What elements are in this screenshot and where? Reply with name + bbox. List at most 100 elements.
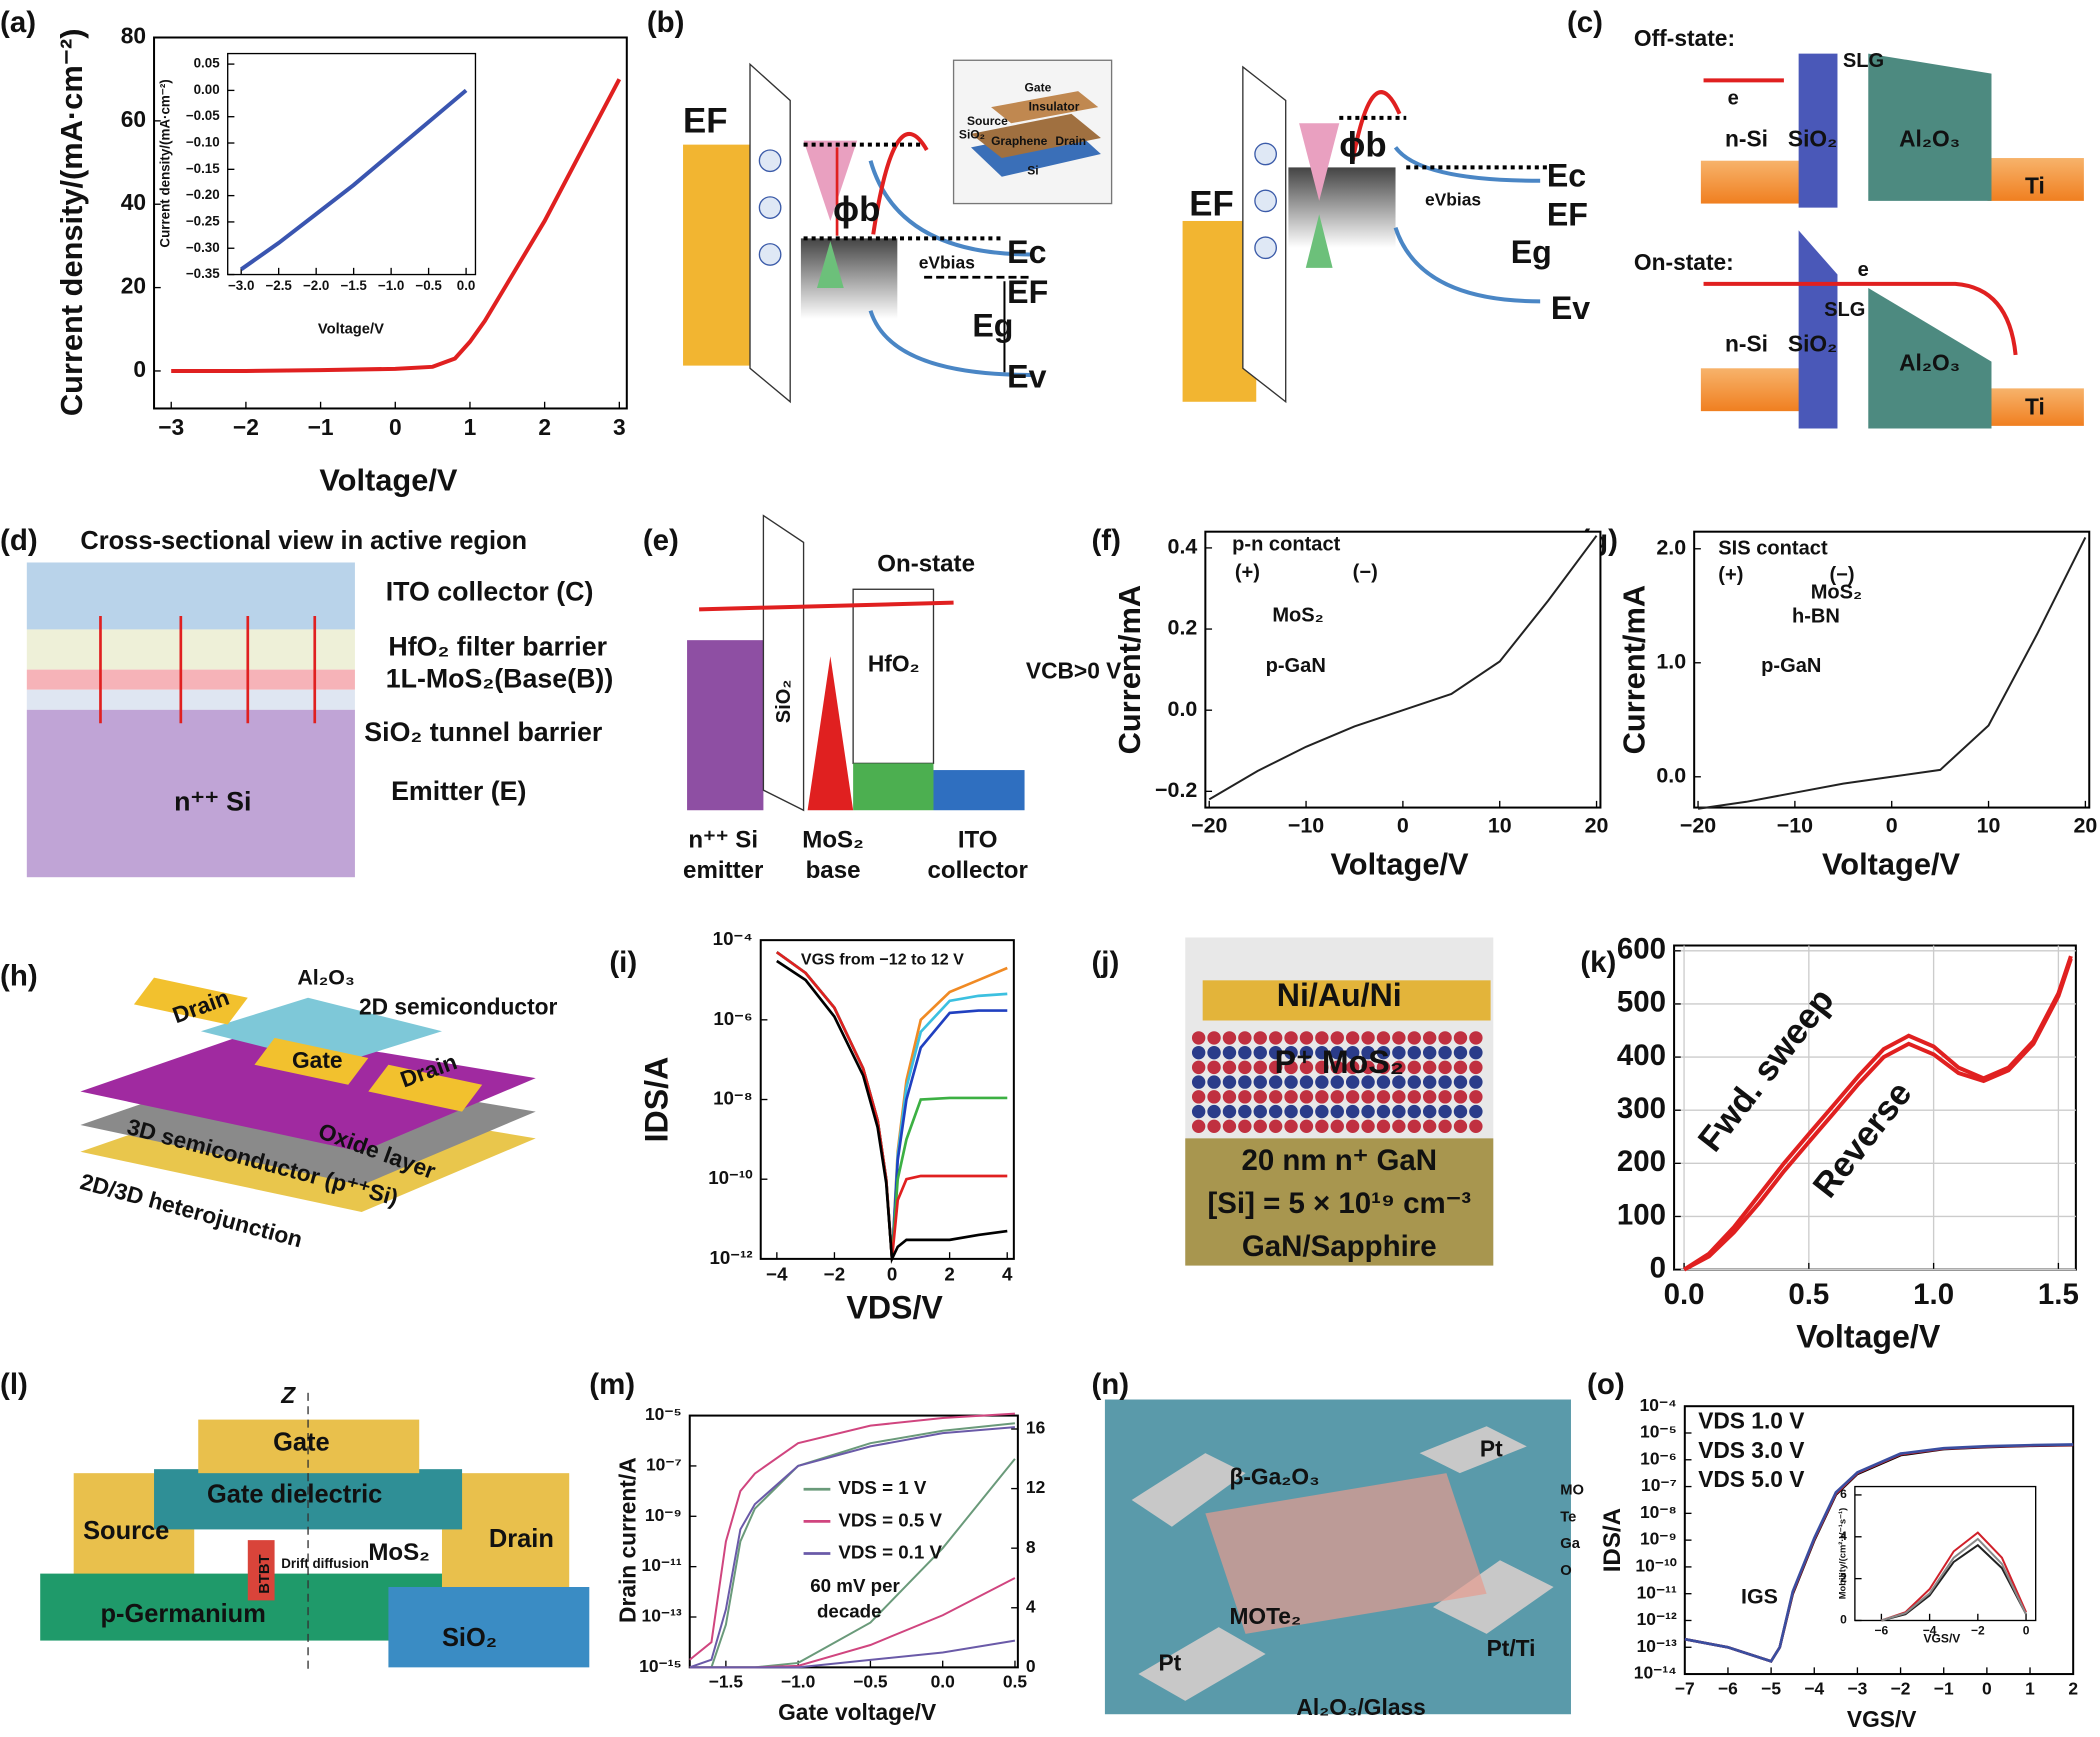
arrow xyxy=(247,1540,275,1601)
atom xyxy=(1361,1075,1375,1089)
atom xyxy=(1361,1031,1375,1045)
label: Ti xyxy=(2025,393,2045,419)
label: (d) xyxy=(0,524,38,557)
y-tick-label: 10⁻¹² xyxy=(709,1247,752,1268)
atom xyxy=(1268,1119,1283,1134)
x-tick-label: 0 xyxy=(1982,1678,1992,1698)
n-si xyxy=(1700,160,1802,204)
barrier xyxy=(762,514,805,812)
label: (l) xyxy=(0,1368,28,1401)
x-tick-label: 0.0 xyxy=(931,1672,955,1692)
x-tick-label: 3 xyxy=(613,414,626,440)
atom xyxy=(1191,1090,1206,1104)
x-tick-label: −2.0 xyxy=(303,278,329,293)
label: n-Si xyxy=(1725,126,1768,152)
x-tick-label: 4 xyxy=(1002,1264,1013,1285)
label: Ec xyxy=(1007,234,1046,270)
atom xyxy=(1315,1075,1329,1089)
atom xyxy=(1222,1060,1237,1075)
atom xyxy=(1191,1075,1206,1089)
x-tick-label: 1.0 xyxy=(1913,1278,1954,1311)
y-tick-label: 10⁻¹⁵ xyxy=(639,1656,682,1676)
x-tick-label: −1.5 xyxy=(340,278,367,293)
label: ϕb xyxy=(1339,126,1386,165)
atom xyxy=(1422,1104,1437,1119)
electron xyxy=(1254,142,1278,166)
x-tick-label: −5 xyxy=(1761,1678,1781,1698)
label: e xyxy=(1728,87,1739,109)
y-tick-label: 0 xyxy=(1650,1251,1666,1284)
barrier xyxy=(1242,65,1287,404)
label: HfO₂ filter barrier xyxy=(388,631,607,661)
dirac-cone xyxy=(1305,214,1333,268)
y-tick-label: 10⁻⁵ xyxy=(1640,1422,1677,1442)
atom xyxy=(1299,1090,1314,1104)
atom xyxy=(1376,1090,1391,1104)
y-tick-label: −0.2 xyxy=(1155,778,1197,802)
y-tick-label: 10⁻¹⁰ xyxy=(708,1167,753,1188)
x-tick-label: 1 xyxy=(2025,1678,2035,1698)
atom xyxy=(1345,1075,1360,1089)
atom xyxy=(1453,1060,1468,1075)
atom xyxy=(1315,1104,1329,1119)
atom xyxy=(1361,1060,1375,1075)
x-tick-label: −6 xyxy=(1875,1624,1889,1638)
atom xyxy=(1376,1104,1391,1119)
label: (k) xyxy=(1580,946,1616,979)
label: HfO₂ xyxy=(868,651,920,677)
label: Ga xyxy=(1560,1536,1580,1552)
label: n-Si xyxy=(1725,331,1768,357)
x-tick-label: −2.5 xyxy=(265,278,292,293)
atom xyxy=(1469,1104,1483,1119)
atom xyxy=(1238,1060,1252,1075)
x-tick-label: 20 xyxy=(2073,814,2097,838)
y-tick-label: 0.05 xyxy=(194,56,221,71)
atom xyxy=(1376,1045,1391,1060)
atom xyxy=(1438,1075,1452,1089)
atom xyxy=(1299,1119,1314,1134)
arrow xyxy=(1703,281,2018,356)
atom xyxy=(1376,1119,1391,1134)
label: Drift diffusion xyxy=(281,1556,369,1571)
label: SiO₂ tunnel barrier xyxy=(364,717,603,747)
label: [Si] = 5 × 10¹⁹ cm⁻³ xyxy=(1207,1187,1471,1220)
x-tick-label: −4 xyxy=(766,1264,788,1285)
atom xyxy=(1392,1060,1406,1075)
label: (+) xyxy=(1718,564,1743,586)
y-tick-label: 10⁻¹³ xyxy=(642,1606,682,1626)
x-axis-label: Voltage/V xyxy=(1331,847,1470,882)
label: e xyxy=(1858,259,1869,281)
atom xyxy=(1191,1104,1206,1119)
x-tick-label: 2 xyxy=(2068,1678,2078,1698)
label: Si xyxy=(1027,164,1038,178)
label: (+) xyxy=(1235,561,1260,583)
atom xyxy=(1422,1090,1437,1104)
atom xyxy=(1407,1119,1421,1134)
y-tick-label: 10⁻¹⁴ xyxy=(1634,1663,1677,1683)
y-tick-label: −0.15 xyxy=(186,161,220,176)
layer xyxy=(991,91,1099,124)
atom xyxy=(1222,1075,1237,1089)
atom xyxy=(1407,1060,1421,1075)
atom xyxy=(1407,1104,1421,1119)
y-tick-label: 2.0 xyxy=(1656,535,1686,559)
plot-frame xyxy=(1204,530,1602,809)
x-axis-label: Voltage/V xyxy=(319,462,458,497)
label: (o) xyxy=(1587,1368,1625,1401)
x-axis-label: Voltage/V xyxy=(1796,1319,1941,1355)
legend-label: VDS = 0.5 V xyxy=(838,1509,942,1530)
label: SLG xyxy=(1843,50,1884,72)
label: SIS contact xyxy=(1718,537,1828,559)
crystal xyxy=(1205,1473,1487,1634)
label: (c) xyxy=(1567,6,1603,39)
y-axis-label: Current density/(mA·cm⁻²) xyxy=(158,79,173,247)
atom xyxy=(1238,1045,1252,1060)
y-tick-label: 10⁻¹¹ xyxy=(642,1555,682,1575)
label: Ti xyxy=(2025,173,2045,199)
y2-tick-label: 8 xyxy=(1026,1537,1036,1557)
atom xyxy=(1392,1031,1406,1045)
atom xyxy=(1469,1090,1483,1104)
layer xyxy=(80,1031,536,1152)
y-tick-label: 10⁻⁶ xyxy=(713,1008,752,1029)
y-tick-label: 10⁻⁹ xyxy=(1640,1529,1677,1549)
